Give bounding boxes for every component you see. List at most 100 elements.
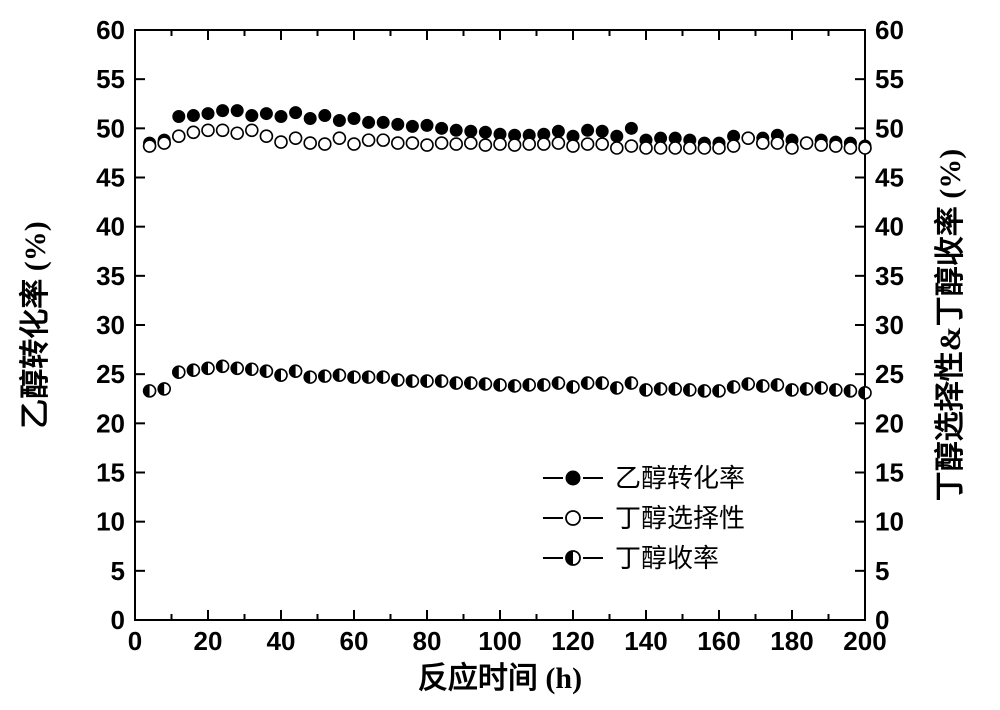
marker-open [158, 137, 170, 149]
marker-open [611, 142, 623, 154]
marker-open [363, 134, 375, 146]
marker-open [567, 140, 579, 152]
y-tick-label-right: 40 [875, 212, 904, 242]
x-tick-label: 80 [413, 626, 442, 656]
marker-filled [392, 118, 404, 130]
y-tick-label-right: 0 [875, 605, 889, 635]
marker-open [479, 139, 491, 151]
x-tick-label: 0 [128, 626, 142, 656]
x-tick-label: 60 [340, 626, 369, 656]
y-tick-label-right: 55 [875, 64, 904, 94]
marker-open [217, 124, 229, 136]
marker-filled [450, 124, 462, 136]
marker-open [523, 138, 535, 150]
y-tick-label-left: 50 [96, 113, 125, 143]
marker-open [552, 137, 564, 149]
marker-open [187, 126, 199, 138]
marker-filled [348, 113, 360, 125]
marker-filled [596, 125, 608, 137]
x-tick-label: 20 [194, 626, 223, 656]
y-tick-label-right: 50 [875, 113, 904, 143]
marker-open [844, 142, 856, 154]
marker-open [684, 142, 696, 154]
y-tick-label-left: 45 [96, 163, 125, 193]
marker-open [742, 132, 754, 144]
marker-filled [187, 110, 199, 122]
marker-filled [260, 108, 272, 120]
marker-open [202, 124, 214, 136]
marker-filled [363, 116, 375, 128]
marker-open [246, 124, 258, 136]
y-tick-label-right: 5 [875, 556, 889, 586]
y-tick-label-left: 25 [96, 359, 125, 389]
marker-open [859, 142, 871, 154]
marker-open [566, 511, 580, 525]
marker-open [421, 139, 433, 151]
series-2 [144, 360, 871, 399]
marker-filled [479, 126, 491, 138]
marker-filled [436, 122, 448, 134]
marker-open [392, 137, 404, 149]
y-tick-label-right: 25 [875, 359, 904, 389]
chart-svg: 0204060801001201401601802000510152025303… [0, 0, 1000, 710]
marker-filled [173, 111, 185, 123]
marker-open [640, 142, 652, 154]
x-axis-title: 反应时间 (h) [418, 661, 582, 695]
marker-open [450, 138, 462, 150]
x-tick-label: 140 [624, 626, 667, 656]
y-tick-label-left: 10 [96, 507, 125, 537]
marker-filled [246, 110, 258, 122]
marker-open [771, 137, 783, 149]
marker-filled [304, 113, 316, 125]
y-tick-label-right: 20 [875, 408, 904, 438]
y-tick-label-left: 15 [96, 458, 125, 488]
marker-open [260, 130, 272, 142]
marker-open [319, 138, 331, 150]
marker-open [698, 142, 710, 154]
y-tick-label-right: 30 [875, 310, 904, 340]
marker-open [348, 138, 360, 150]
chart-container: 0204060801001201401601802000510152025303… [0, 0, 1000, 710]
marker-filled [421, 119, 433, 131]
marker-open [538, 138, 550, 150]
y-tick-label-left: 55 [96, 64, 125, 94]
y-tick-label-right: 10 [875, 507, 904, 537]
x-tick-label: 160 [697, 626, 740, 656]
marker-open [801, 137, 813, 149]
x-tick-label: 180 [770, 626, 813, 656]
y-tick-label-right: 60 [875, 15, 904, 45]
marker-open [465, 137, 477, 149]
marker-open [815, 139, 827, 151]
legend-label: 丁醇收率 [615, 544, 719, 573]
marker-open [144, 140, 156, 152]
y-tick-label-right: 15 [875, 458, 904, 488]
series-1 [144, 124, 871, 154]
x-tick-label: 120 [551, 626, 594, 656]
marker-open [377, 134, 389, 146]
marker-filled [611, 130, 623, 142]
marker-filled [290, 107, 302, 119]
y-tick-label-left: 40 [96, 212, 125, 242]
marker-open [436, 137, 448, 149]
marker-open [173, 130, 185, 142]
marker-open [830, 140, 842, 152]
marker-filled [582, 124, 594, 136]
marker-open [625, 140, 637, 152]
marker-filled [202, 108, 214, 120]
x-tick-label: 100 [478, 626, 521, 656]
marker-filled [406, 120, 418, 132]
y-tick-label-left: 0 [111, 605, 125, 635]
marker-open [290, 132, 302, 144]
legend-label: 乙醇转化率 [615, 464, 745, 493]
marker-open [582, 138, 594, 150]
marker-open [509, 139, 521, 151]
legend-label: 丁醇选择性 [615, 504, 745, 533]
marker-open [406, 137, 418, 149]
y-tick-label-right: 45 [875, 163, 904, 193]
y-tick-label-left: 20 [96, 408, 125, 438]
marker-filled [319, 110, 331, 122]
marker-open [231, 127, 243, 139]
marker-filled [552, 125, 564, 137]
marker-open [275, 136, 287, 148]
marker-filled [566, 471, 580, 485]
